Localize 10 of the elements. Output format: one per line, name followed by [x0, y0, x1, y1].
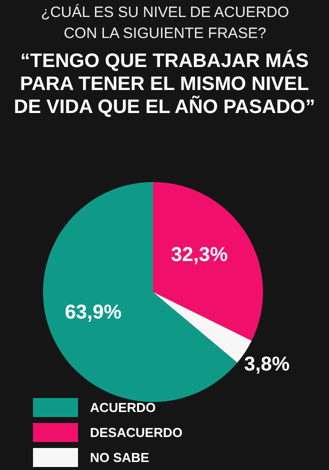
- legend-label: NO SABE: [90, 450, 150, 465]
- legend-label: ACUERDO: [90, 400, 156, 415]
- pie-slice: [43, 182, 238, 402]
- chart-title: “TENGO QUE TRABAJAR MÁS PARA TENER EL MISMO NIVEL DE VIDA QUE EL AÑO PASADO”: [12, 50, 316, 119]
- data-label: 32,3%: [171, 244, 228, 266]
- data-label: 63,9%: [64, 302, 122, 324]
- legend-label: DESACUERDO: [90, 425, 182, 440]
- data-label: 3,8%: [244, 354, 290, 376]
- pie-slice: [153, 182, 263, 341]
- chart-subtitle: ¿CUÁL ES SU NIVEL DE ACUERDO CON LA SIGUIENTE FRASE?: [40, 3, 290, 44]
